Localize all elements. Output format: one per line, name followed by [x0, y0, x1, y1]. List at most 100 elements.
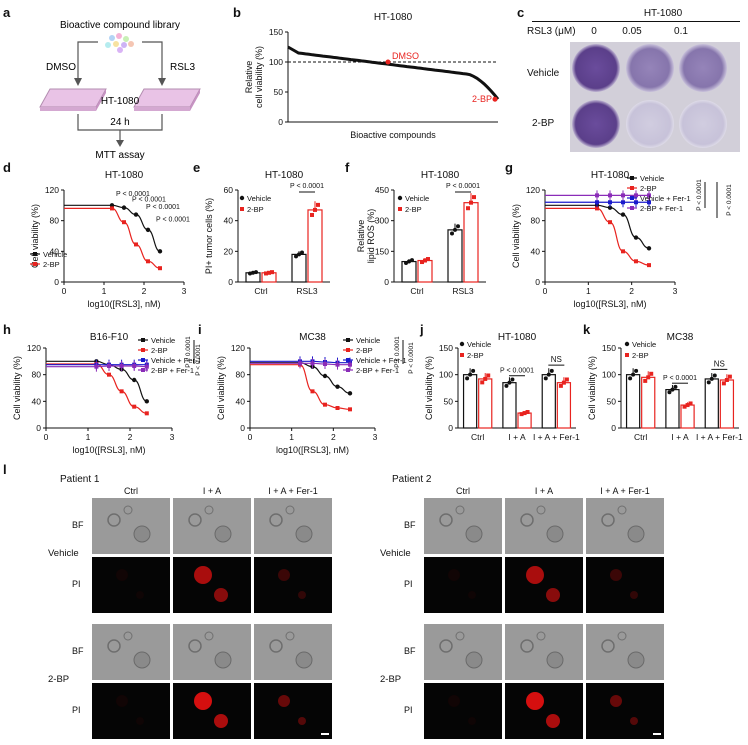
p-value-annotation: P < 0.0001	[156, 216, 190, 223]
data-point	[646, 375, 651, 380]
y-axis-label: Cell viability (%)	[511, 204, 521, 268]
well-vehicle-0	[572, 44, 620, 92]
column-label: I + A + Fer-1	[600, 486, 650, 496]
data-point	[519, 412, 524, 417]
data-point	[608, 193, 612, 198]
legend-marker	[346, 338, 350, 342]
bar	[463, 202, 479, 283]
y-axis-label: Cell viability (%)	[424, 356, 434, 420]
data-point	[670, 387, 675, 392]
bar	[401, 260, 417, 283]
x-tick-label: 2	[128, 432, 133, 442]
x-tick-label: 3	[182, 286, 187, 296]
p-value-annotation: P < 0.0001	[394, 336, 401, 368]
data-point	[561, 380, 566, 385]
legend-marker	[346, 358, 350, 362]
y-tick-label: 80	[50, 216, 60, 226]
data-point	[721, 381, 726, 386]
data-point	[410, 258, 414, 263]
bar	[307, 209, 323, 283]
y-axis-label: Cell viability (%)	[30, 204, 40, 268]
panel-label-j: j	[420, 322, 424, 337]
y-tick-label: 0	[278, 117, 283, 127]
y-tick-label: 50	[444, 396, 454, 406]
x-axis-label: log10([RSL3], nM)	[72, 445, 145, 455]
legend-label: 2-BP	[632, 351, 649, 360]
legend-marker	[630, 196, 634, 200]
group-label: Vehicle	[380, 548, 411, 559]
y-tick-label: 40	[32, 396, 42, 406]
row-label: BF	[404, 646, 416, 656]
panel-a-schematic: Bioactive compound library DMSO RSL3 HT-…	[39, 20, 201, 160]
data-point	[456, 224, 460, 229]
data-point	[348, 362, 352, 367]
x-tick-label: 3	[373, 432, 378, 442]
pi-fluorescence-image	[173, 683, 251, 739]
bar	[447, 229, 463, 283]
y-axis-label: Cell viability (%)	[216, 356, 226, 420]
data-point	[300, 250, 304, 255]
data-point	[688, 401, 693, 406]
pi-fluorescence-image	[505, 557, 583, 613]
data-point	[348, 407, 352, 412]
data-point	[543, 376, 548, 381]
data-point	[254, 270, 258, 275]
chart-i: MC38 0 40 80 120 0 1 2 3 log10([RSL3], nM) Cell vi…	[216, 332, 415, 455]
y-tick-label: 40	[224, 216, 234, 226]
data-point	[157, 249, 163, 254]
category-label: I + A + Fer-1	[696, 432, 743, 442]
dmso-label: DMSO	[46, 62, 76, 73]
y-axis-label: Relative	[356, 220, 366, 253]
data-point	[426, 257, 430, 262]
conc-label: RSL3 (μM)	[527, 26, 576, 37]
arrow-left-icon	[77, 41, 98, 84]
data-point	[546, 372, 551, 377]
category-label: Ctrl	[410, 286, 423, 296]
legend-label: 2-BP	[247, 205, 264, 214]
data-point	[119, 364, 124, 368]
pi-fluorescence-image	[424, 683, 502, 739]
data-point	[110, 206, 114, 211]
assay-label: MTT assay	[95, 150, 144, 160]
data-point	[607, 205, 613, 210]
y-tick-label: 150	[269, 27, 283, 37]
cell-line-label: HT-1080	[101, 96, 140, 107]
well-vehicle-01	[679, 44, 727, 92]
panel-label-c: c	[517, 5, 525, 20]
y-tick-label: 120	[27, 343, 41, 353]
column-label: I + A	[534, 486, 554, 496]
bar	[556, 382, 572, 429]
legend-marker	[624, 341, 630, 347]
data-point	[453, 227, 457, 232]
chart-f: HT-1080 0 150 300 450 Ctrl RSL3 Vehicle 2-BP Rela…	[356, 170, 486, 296]
data-point	[132, 377, 137, 383]
data-point	[646, 246, 652, 251]
legend-marker	[625, 353, 629, 357]
legend-label: Vehicle	[467, 340, 491, 349]
panel-label-g: g	[505, 160, 513, 175]
data-point	[685, 403, 690, 408]
y-tick-label: 20	[224, 246, 234, 256]
y-tick-label: 0	[36, 423, 41, 433]
column-label: I + A	[202, 486, 222, 496]
legend-label: Vehicle + Fer-1	[151, 356, 200, 365]
legend-marker	[33, 252, 37, 256]
legend-label: Vehicle	[632, 340, 656, 349]
bar	[541, 374, 556, 429]
brightfield-image	[586, 624, 664, 680]
legend-label: 2-BP + Fer-1	[356, 366, 399, 375]
data-point	[294, 254, 298, 259]
row-label: BF	[404, 520, 416, 530]
y-axis-label: PI+ tumor cells (%)	[204, 198, 214, 274]
y-axis-label: Cell viability (%)	[12, 356, 22, 420]
data-point	[134, 242, 138, 247]
row-label: BF	[72, 646, 84, 656]
x-tick-label: 3	[170, 432, 175, 442]
x-axis-label: Bioactive compounds	[350, 130, 436, 140]
column-label: I + A + Fer-1	[268, 486, 318, 496]
chart-h: B16-F10 0 40 80 120 0 1 2 3 log10([RSL3], nM) Cell…	[12, 332, 200, 455]
data-point	[144, 364, 149, 369]
data-point	[595, 193, 599, 198]
data-point	[145, 227, 151, 233]
panel-label-f: f	[345, 160, 350, 175]
